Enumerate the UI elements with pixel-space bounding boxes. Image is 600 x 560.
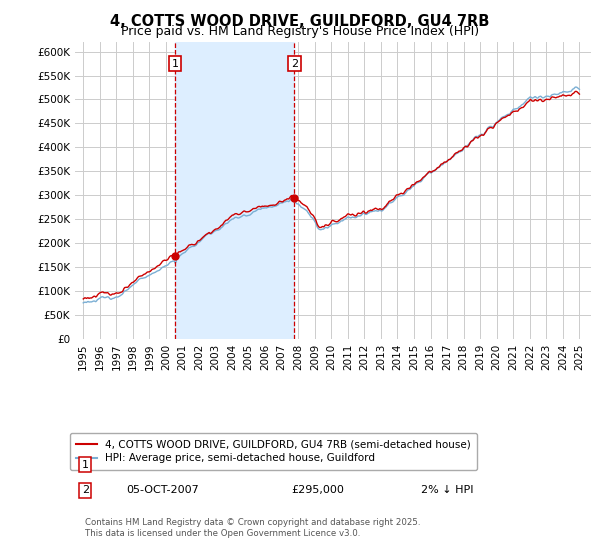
- Text: Price paid vs. HM Land Registry's House Price Index (HPI): Price paid vs. HM Land Registry's House …: [121, 25, 479, 38]
- Text: 05-OCT-2007: 05-OCT-2007: [127, 485, 199, 495]
- Text: 2: 2: [82, 485, 89, 495]
- Text: 1: 1: [172, 59, 178, 68]
- Text: £295,000: £295,000: [292, 485, 344, 495]
- Text: 2: 2: [291, 59, 298, 68]
- Bar: [175, 42, 294, 339]
- Text: £174,000: £174,000: [292, 460, 344, 470]
- Text: 2% ↓ HPI: 2% ↓ HPI: [421, 485, 473, 495]
- Text: 4, COTTS WOOD DRIVE, GUILDFORD, GU4 7RB: 4, COTTS WOOD DRIVE, GUILDFORD, GU4 7RB: [110, 14, 490, 29]
- Text: 21-JUL-2000: 21-JUL-2000: [127, 460, 195, 470]
- Text: 5% ↑ HPI: 5% ↑ HPI: [421, 460, 473, 470]
- Legend: 4, COTTS WOOD DRIVE, GUILDFORD, GU4 7RB (semi-detached house), HPI: Average pric: 4, COTTS WOOD DRIVE, GUILDFORD, GU4 7RB …: [70, 433, 478, 470]
- Text: Contains HM Land Registry data © Crown copyright and database right 2025.
This d: Contains HM Land Registry data © Crown c…: [85, 519, 421, 538]
- Text: 1: 1: [82, 460, 89, 470]
